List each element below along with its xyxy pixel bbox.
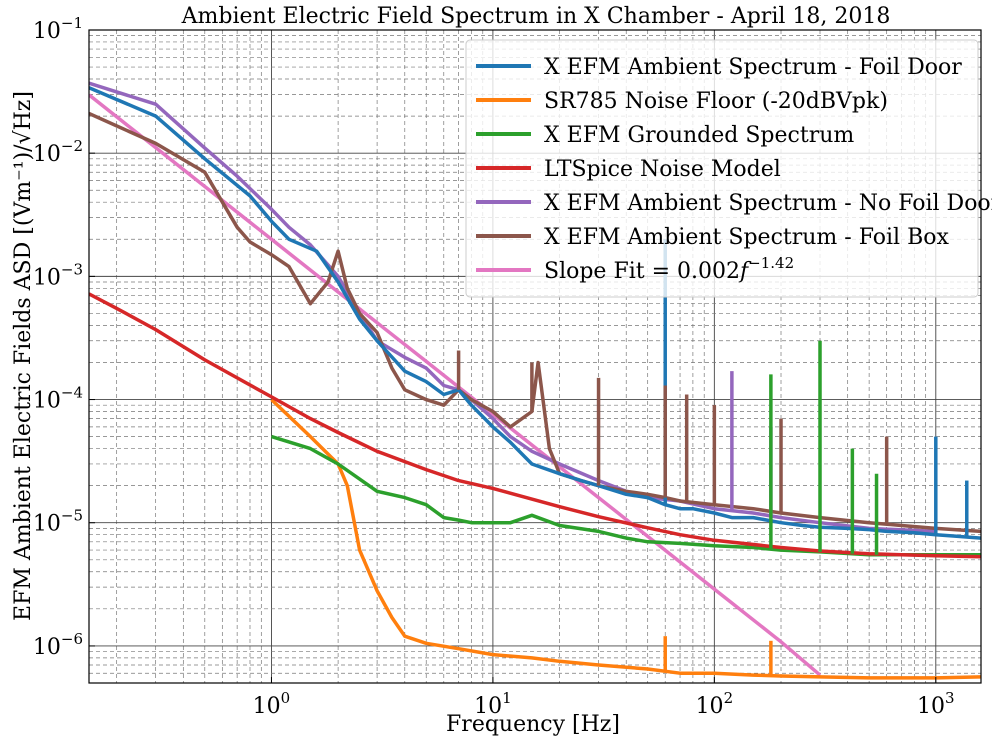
plot-frame [88, 29, 982, 684]
tick-layer: 100 101 102 103 10−6 10−5 10−4 10−3 10−2 10−1 [33, 14, 955, 719]
series-line-2 [270, 398, 981, 680]
chart-title: Ambient Electric Field Spectrum in X Cha… [181, 4, 891, 29]
y-tick-label: 10−1 [33, 14, 83, 44]
x-axis-label: Frequency [Hz] [446, 712, 620, 737]
legend-label-7: Slope Fit = 0.002f−1.42 [544, 254, 794, 284]
y-tick-label: 10−4 [33, 384, 83, 414]
y-axis-label: EFM Ambient Electric Fields ASD [(Vm⁻¹)/… [11, 91, 36, 621]
legend-label-1: X EFM Ambient Spectrum - Foil Door [544, 55, 962, 80]
x-tick-label: 101 [474, 689, 512, 719]
y-tick-label: 10−2 [33, 137, 83, 167]
y-tick-label: 10−6 [33, 630, 83, 660]
legend-label-4: LTSpice Noise Model [544, 157, 781, 182]
legend: X EFM Ambient Spectrum - Foil Door SR785 … [465, 39, 992, 298]
legend-label-6: X EFM Ambient Spectrum - Foil Box [544, 225, 949, 250]
series-line-6 [89, 111, 981, 534]
series-layer [89, 81, 981, 680]
legend-box [465, 39, 979, 298]
legend-label-3: X EFM Grounded Spectrum [544, 123, 854, 148]
y-tick-label: 10−3 [33, 260, 83, 290]
x-tick-label: 100 [253, 689, 291, 719]
legend-label-5: X EFM Ambient Spectrum - No Foil Door [544, 191, 992, 216]
x-tick-label: 103 [917, 689, 955, 719]
legend-label-2: SR785 Noise Floor (-20dBVpk) [544, 89, 888, 114]
x-tick-label: 102 [696, 689, 734, 719]
series-line-4 [89, 292, 981, 559]
series-line-1 [89, 86, 981, 540]
y-tick-label: 10−5 [33, 507, 83, 537]
